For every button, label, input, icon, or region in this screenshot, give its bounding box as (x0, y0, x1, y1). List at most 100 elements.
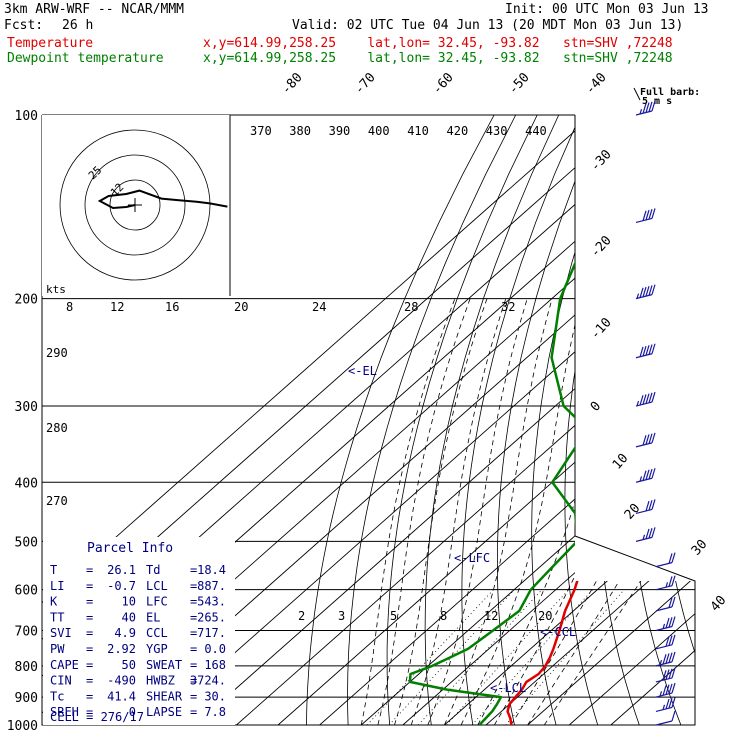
parcel-field-value: 41.4 (107, 689, 136, 703)
barb-key-icon (633, 87, 641, 101)
wind-barb (655, 634, 676, 650)
location-dewpoint: x,y=614.99,258.25 lat,lon= 32.45, -93.82… (203, 51, 673, 66)
wind-barb-flag (651, 432, 656, 444)
parcel-field-name: CCL (146, 626, 168, 640)
hodograph-speed-label: 24 (312, 300, 326, 314)
mixing-ratio-label: 2 (298, 609, 305, 623)
mixing-ratio-label: 3 (338, 609, 345, 623)
parcel-equals: = (190, 626, 197, 640)
wind-barb-flag (671, 682, 676, 694)
parcel-field-name: LCL (146, 579, 168, 593)
dry-adiabat (306, 115, 495, 725)
mixing-ratio-line (471, 589, 593, 725)
parcel-field-value: 0.0 (204, 642, 226, 656)
wind-barb-flag (642, 103, 647, 114)
mixing-ratio-label: 12 (484, 609, 498, 623)
hodograph-speed-label: 8 (66, 300, 73, 314)
pressure-tick-label: 600 (15, 584, 38, 599)
theta-label: 420 (447, 124, 469, 138)
parcel-field-value: 543. (197, 595, 226, 609)
wind-barb-flag (648, 500, 653, 511)
isotherm (152, 115, 695, 725)
dry-adiabat (461, 115, 581, 725)
isotherm (194, 115, 695, 725)
wind-barb-flag (648, 433, 653, 444)
wind-barb-flag (645, 345, 650, 356)
wind-barb-flag (645, 393, 650, 404)
parcel-field-value: -0.7 (107, 579, 136, 593)
theta-label: 440 (525, 124, 547, 138)
theta-label: 380 (289, 124, 311, 138)
wind-barb (655, 616, 676, 632)
model-name: 3km ARW-WRF -- NCAR/MMM (4, 2, 185, 17)
parcel-field-name: T (50, 563, 57, 577)
parcel-field-name: Td (146, 563, 160, 577)
wind-barb-flag (648, 468, 653, 480)
theta-label: 270 (46, 494, 68, 508)
wind-barb-half-flag (639, 109, 643, 115)
wind-barb-flag (645, 286, 650, 297)
parcel-field-value: 2.92 (107, 642, 136, 656)
wind-barb-half-flag (642, 534, 646, 540)
parcel-field-name: LI (50, 579, 64, 593)
wind-barb (655, 552, 676, 568)
wind-barb-flag (671, 552, 676, 563)
plot-frame (41, 115, 696, 726)
wind-barb-flag (645, 102, 650, 113)
temperature-tick-label: -60 (430, 70, 457, 97)
wind-barb-half-flag (662, 704, 666, 710)
wind-barb (655, 575, 676, 591)
wind-barb (635, 527, 656, 542)
level-annotation: <-CCL (540, 625, 576, 639)
temperature-tick-label: 10 (610, 451, 632, 473)
wind-barb (635, 100, 656, 116)
pressure-tick-label: 900 (15, 691, 38, 706)
parcel-equals: = (190, 642, 197, 656)
wind-barb (655, 596, 676, 612)
parcel-equals: = (86, 579, 93, 593)
wind-barb-flag (668, 597, 673, 608)
wind-barb-flag (662, 654, 667, 665)
dry-adiabat (531, 115, 624, 725)
forecast-hour: 26 h (62, 18, 94, 33)
parcel-field-name: K (50, 595, 58, 609)
wind-barb-flag (671, 634, 676, 645)
moist-adiabat (427, 298, 528, 725)
theta-label: 400 (368, 124, 390, 138)
mixing-ratio-line (418, 589, 543, 725)
parcel-equals: = (190, 689, 197, 703)
wind-barb (655, 710, 676, 726)
pressure-tick-label: 500 (15, 535, 38, 550)
temperature-tick-label: 0 (588, 399, 604, 415)
wind-barb-flag (668, 668, 673, 679)
wind-barb-flag (645, 209, 650, 221)
hodograph-ring (59, 129, 211, 281)
wind-barb-flag (642, 210, 647, 221)
parcel-equals: = (86, 705, 93, 719)
parcel-equals: = (86, 610, 93, 624)
isotherm (360, 115, 695, 725)
wind-barb (635, 468, 656, 483)
parcel-field-name: HWBZ (146, 674, 175, 688)
dry-adiabat (386, 115, 538, 725)
parcel-equals: = (190, 705, 197, 719)
parcel-field-value: 40 (122, 610, 136, 624)
parcel-cell-motion: CELL = 276/17 (50, 710, 144, 724)
mixing-ratio-line (446, 589, 569, 725)
forecast-label: Fcst: (4, 18, 44, 33)
parcel-field-name: LAPSE (146, 705, 182, 719)
temperature-tick-label: -20 (588, 233, 615, 260)
wind-barb-flag (642, 394, 647, 405)
parcel-field-value: 26.1 (107, 563, 136, 577)
hodograph-kts-label: kts (46, 283, 66, 296)
parcel-field-value: 30. (204, 689, 226, 703)
wind-barb-half-flag (636, 400, 640, 407)
hodograph-speed-label: 20 (234, 300, 248, 314)
mixing-ratio-label: 20 (538, 609, 552, 623)
parcel-field-name: CIN (50, 674, 72, 688)
parcel-field-value: 717. (197, 626, 226, 640)
parcel-field-name: CAPE (50, 658, 79, 672)
moist-adiabat (527, 298, 695, 725)
theta-label: 370 (250, 124, 272, 138)
